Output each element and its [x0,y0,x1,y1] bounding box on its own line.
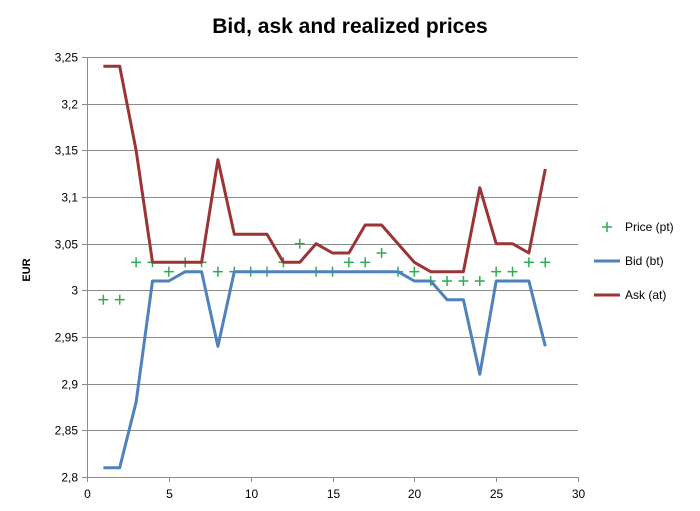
data-point-price [540,257,551,268]
x-tick-label: 0 [84,487,91,501]
data-point-price [360,257,371,268]
tick-labels: 2,8 2,85 2,9 2,95 3 3,05 3,1 3,15 3,2 3,25 0 5 10 15 2… [55,51,586,502]
data-point-price [409,266,420,277]
data-point-price [294,238,305,249]
legend-label: Ask (at) [625,288,666,302]
data-point-price [523,257,534,268]
data-point-price [212,266,223,277]
legend-swatch [602,222,612,232]
legend-label: Price (pt) [625,220,674,234]
legend-item-bid: Bid (bt) [594,254,664,268]
y-tick-label: 3,1 [61,191,78,205]
axes [82,57,579,482]
y-axis-label: EUR [21,258,33,281]
data-point-price [131,257,142,268]
x-tick-label: 30 [572,487,586,501]
y-tick-label: 2,9 [61,378,78,392]
data-point-price [474,276,485,286]
x-tick-label: 5 [166,487,173,501]
data-point-price [376,248,387,258]
y-tick-label: 2,95 [55,331,79,345]
chart-title: Bid, ask and realized prices [212,15,487,38]
series-layer [98,64,551,470]
data-point-price [98,294,109,305]
series-bid [103,270,547,470]
data-point-price [114,294,125,305]
legend-item-price: Price (pt) [602,220,674,234]
series-line-ask [103,64,547,274]
legend-label: Bid (bt) [625,254,664,268]
series-ask [103,64,547,274]
x-tick-label: 15 [327,487,341,501]
legend: Price (pt) Bid (bt) Ask (at) [594,220,674,302]
y-tick-label: 3,15 [55,144,79,158]
data-point-price [442,276,453,286]
data-point-price [163,266,174,277]
x-tick-label: 10 [245,487,259,501]
y-tick-label: 3,25 [55,51,79,65]
data-point-price [507,266,518,277]
x-tick-label: 25 [490,487,504,501]
y-tick-label: 3,05 [55,238,79,252]
legend-item-ask: Ask (at) [594,288,666,302]
y-tick-label: 2,8 [61,471,78,485]
y-tick-label: 3 [71,284,78,298]
y-tick-label: 2,85 [55,424,79,438]
series-line-bid [103,270,547,470]
x-tick-label: 20 [408,487,422,501]
data-point-price [343,257,354,268]
y-tick-label: 3,2 [61,98,78,112]
grid-lines [87,57,578,431]
data-point-price [458,276,469,286]
data-point-price [491,266,502,277]
